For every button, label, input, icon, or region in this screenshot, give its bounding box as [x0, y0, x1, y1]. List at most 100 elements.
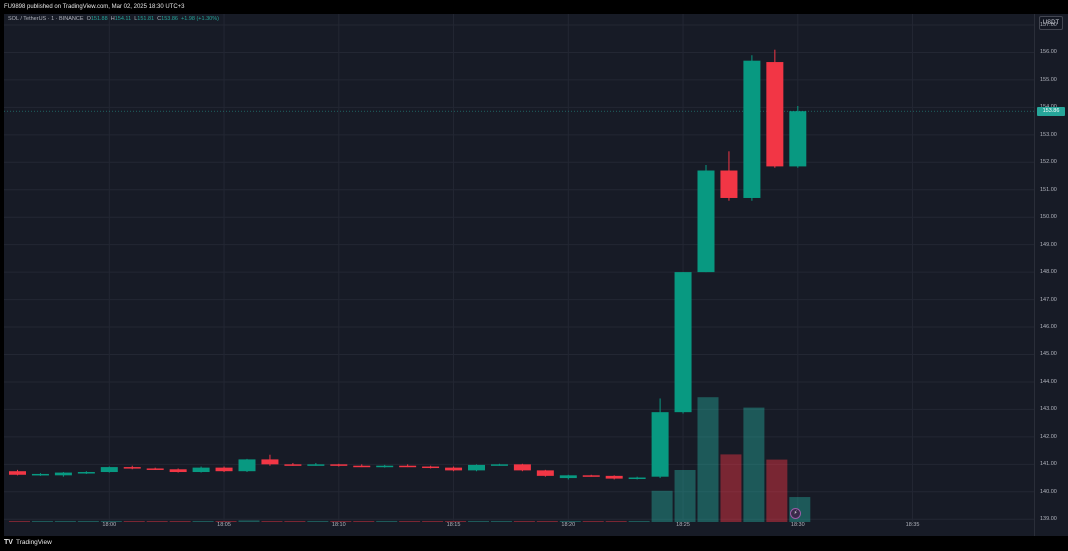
candle-body: [789, 111, 807, 167]
price-tick-label: 141.00: [1040, 461, 1057, 468]
symbol-name: SOL / TetherUS · 1 · BINANCE: [8, 16, 84, 22]
volume-bar: [123, 520, 145, 522]
candle-body: [169, 469, 187, 473]
volume-bar: [330, 520, 352, 522]
price-tick-label: 155.00: [1040, 76, 1057, 83]
candle-body: [353, 465, 371, 468]
time-tick-label: 18:15: [446, 522, 461, 528]
volume-bar: [284, 520, 306, 522]
volume-bar: [353, 520, 375, 522]
price-tick-label: 142.00: [1040, 433, 1057, 440]
footer: TV TradingView: [0, 536, 1068, 551]
volume-bar: [513, 520, 535, 522]
time-tick-label: 18:30: [790, 522, 805, 528]
candle-body: [651, 412, 669, 477]
price-tick-label: 148.00: [1040, 269, 1057, 276]
candle-body: [490, 464, 508, 466]
volume-bar: [468, 520, 489, 522]
volume-bar: [605, 520, 627, 522]
volume-bar: [77, 520, 99, 522]
candle-body: [468, 464, 485, 471]
volume-bar: [307, 520, 329, 522]
candle-body: [605, 475, 623, 479]
volume-bar: [674, 470, 696, 522]
change-value: +1.98 (+1.30%): [181, 16, 219, 22]
candle-body: [582, 475, 600, 477]
footer-brand[interactable]: TradingView: [16, 539, 52, 546]
volume-bar: [146, 520, 168, 522]
candle-body: [215, 467, 233, 472]
candle-body: [123, 467, 141, 469]
candle-body: [697, 170, 715, 273]
price-axis[interactable]: USDT 157.00156.00155.00154.00153.00152.0…: [1034, 14, 1068, 536]
volume-bar: [743, 407, 765, 522]
volume-bar: [536, 520, 558, 522]
volume-bar: [720, 454, 742, 522]
volume-bar: [697, 397, 719, 522]
price-chart[interactable]: [4, 14, 1034, 522]
candle-body: [399, 465, 417, 468]
volume-bar: [559, 520, 581, 522]
high-label: H: [110, 16, 115, 22]
candle-body: [559, 475, 577, 479]
time-axis[interactable]: 18:00 18:05 18:10 18:15 18:20 18:25 18:30 18:35: [4, 522, 1034, 536]
candle-body: [284, 464, 302, 466]
close-value: 153.86: [161, 16, 178, 22]
price-tick-label: 144.00: [1040, 378, 1057, 385]
volume-bar: [766, 459, 788, 522]
time-tick-label: 18:00: [102, 522, 117, 528]
candle-body: [330, 464, 348, 466]
time-tick-label: 18:25: [676, 522, 690, 528]
candle-body: [376, 465, 394, 468]
candle-body: [9, 471, 26, 475]
time-tick-label: 18:35: [905, 522, 920, 528]
volume-bar: [628, 520, 650, 522]
symbol-legend: SOL / TetherUS · 1 · BINANCE O151.88 H15…: [8, 16, 219, 22]
price-tick-label: 151.00: [1040, 186, 1057, 193]
news-event-icon[interactable]: ⚡: [790, 508, 801, 519]
open-value: 151.88: [90, 16, 108, 22]
price-tick-label: 150.00: [1040, 214, 1057, 221]
time-tick-label: 18:20: [561, 522, 576, 528]
volume-bar: [261, 520, 283, 522]
price-tick-label: 152.00: [1040, 159, 1057, 166]
candle-body: [261, 459, 279, 465]
volume-bar: [31, 520, 53, 522]
candle-body: [536, 470, 554, 476]
chart-pane[interactable]: SOL / TetherUS · 1 · BINANCE O151.88 H15…: [4, 14, 1034, 536]
volume-bar: [445, 520, 467, 522]
candle-body: [674, 272, 692, 413]
volume-bar: [100, 520, 122, 522]
candle-body: [77, 472, 95, 474]
price-tick-label: 140.00: [1040, 488, 1057, 495]
volume-bar: [376, 520, 398, 522]
tradingview-logo-icon[interactable]: TV: [4, 539, 13, 546]
candle-body: [422, 466, 440, 469]
time-tick-label: 18:10: [331, 522, 346, 528]
candle-body: [307, 464, 325, 466]
price-tick-label: 149.00: [1040, 241, 1057, 248]
currency-button[interactable]: USDT: [1039, 16, 1063, 30]
price-tick-label: 145.00: [1040, 351, 1057, 358]
publish-text: FU9898 published on TradingView.com, Mar…: [4, 4, 185, 10]
low-value: 151.81: [137, 16, 155, 22]
price-tick-label: 146.00: [1040, 324, 1057, 331]
candle-body: [628, 477, 646, 480]
current-price-label: 153.86: [1037, 106, 1065, 116]
candle-body: [100, 467, 118, 473]
volume-bar: [54, 520, 76, 522]
low-label: L: [134, 16, 138, 22]
volume-bar: [399, 520, 421, 522]
candle-body: [445, 467, 463, 471]
price-tick-label: 143.00: [1040, 406, 1057, 413]
price-tick-label: 156.00: [1040, 49, 1057, 56]
candle-body: [192, 467, 210, 473]
volume-bar: [9, 520, 30, 522]
open-label: O: [86, 16, 91, 22]
volume-bar: [215, 520, 237, 522]
high-value: 154.11: [114, 16, 132, 22]
candle-body: [146, 468, 164, 470]
price-tick-label: 147.00: [1040, 296, 1057, 303]
candle-body: [513, 464, 531, 471]
price-tick-label: 139.00: [1040, 516, 1057, 523]
